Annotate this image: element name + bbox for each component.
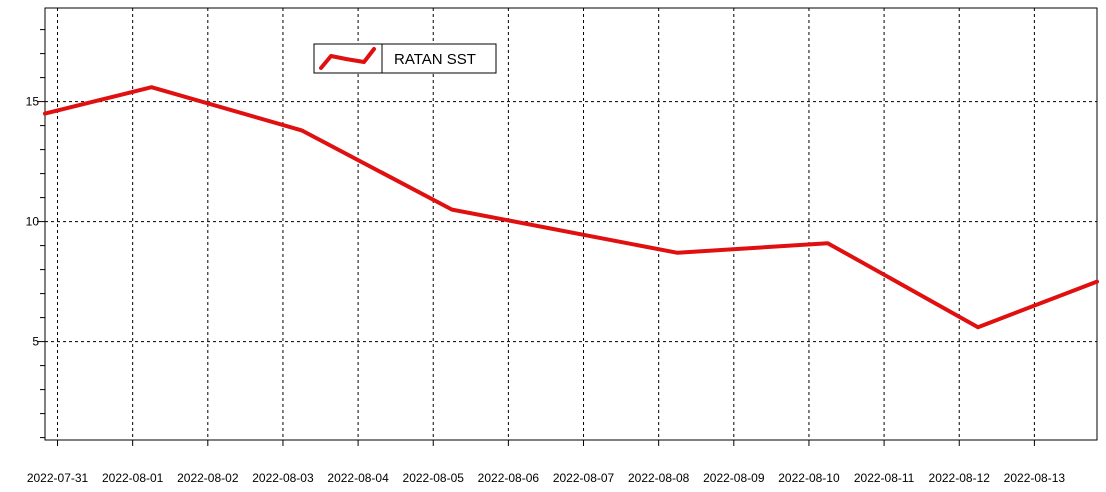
x-tick-label: 2022-08-11 [854, 471, 915, 485]
x-tick-label: 2022-08-02 [177, 471, 239, 485]
legend-swatch-line-icon [319, 47, 376, 70]
x-tick-label: 2022-08-10 [778, 471, 840, 485]
legend-label: RATAN SST [394, 51, 476, 68]
y-tick-label: 5 [32, 335, 39, 349]
x-tick-label: 2022-08-12 [929, 471, 991, 485]
x-tick-label: 2022-08-13 [1004, 471, 1066, 485]
grid [45, 8, 1097, 440]
legend: RATAN SST [313, 43, 497, 74]
x-tick-label: 2022-08-08 [628, 471, 690, 485]
x-tick-label: 2022-08-09 [703, 471, 765, 485]
axes: 2022-07-31 2022-08-01 2022-08-02 2022-08-03… [26, 29, 1066, 485]
x-tick-label: 2022-08-07 [553, 471, 615, 485]
y-tick-label: 10 [26, 215, 40, 229]
x-tick-label: 2022-08-06 [478, 471, 540, 485]
x-tick-label: 2022-08-04 [327, 471, 389, 485]
x-tick-label: 2022-08-05 [403, 471, 465, 485]
series-line [43, 85, 1099, 330]
y-tick-label: 15 [26, 95, 40, 109]
plot-area [44, 7, 1098, 441]
x-tick-label: 2022-08-03 [252, 471, 314, 485]
x-tick-label: 2022-08-01 [102, 471, 164, 485]
series-layer [43, 85, 1099, 330]
x-tick-label: 2022-07-31 [27, 471, 89, 485]
